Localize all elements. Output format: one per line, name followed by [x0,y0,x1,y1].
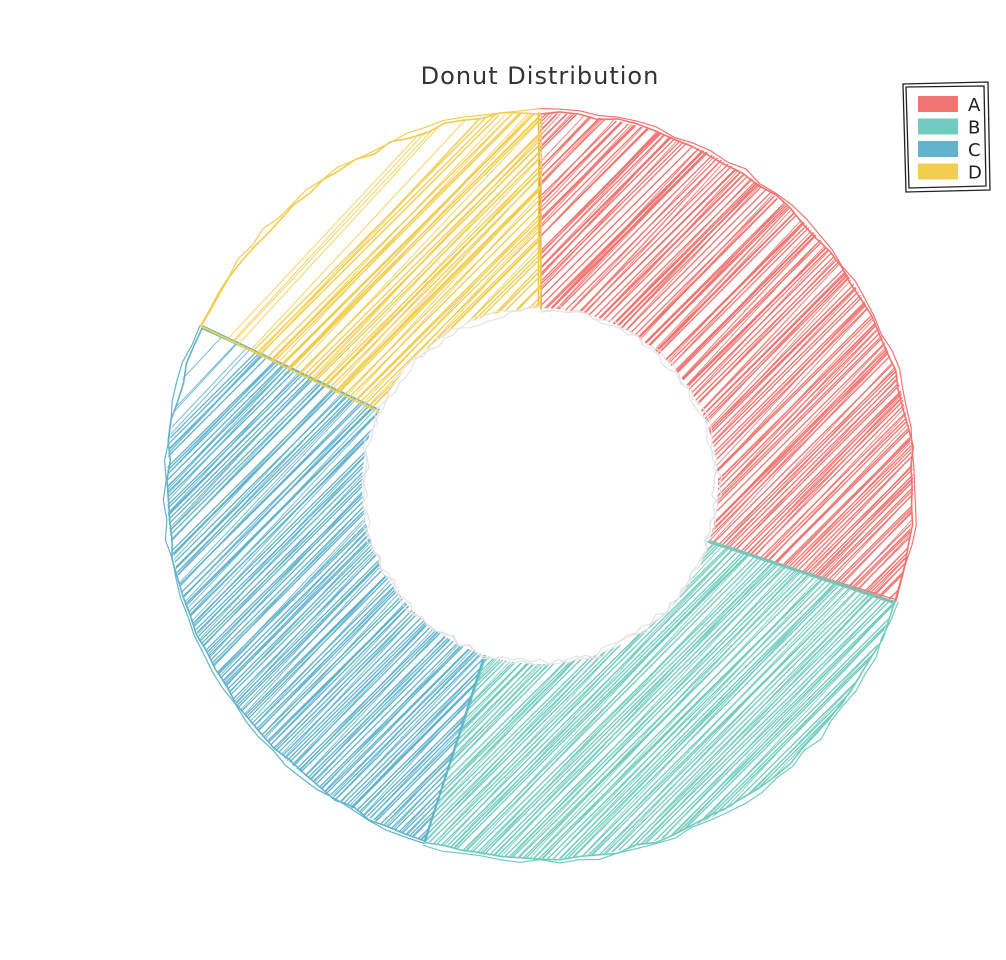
donut-hole-outline [361,304,723,668]
slice-outline [199,108,541,413]
legend-item-d: D [918,163,982,184]
donut-hole-outline [361,305,719,665]
legend-frame [902,81,991,193]
chart-title: Donut Distribution [421,62,660,90]
legend-swatch [918,141,958,157]
legend-label: D [968,163,982,184]
legend-label: B [968,118,980,139]
legend-item-b: B [918,118,980,139]
legend-swatch [918,118,958,135]
legend-label: A [968,95,981,116]
legend-item-a: A [918,95,981,116]
legend-item-c: C [918,140,981,161]
legend-swatch [918,96,958,112]
donut-hole-fill [364,310,716,662]
donut-hole [361,304,723,668]
legend-swatch [918,163,958,180]
legend-label: C [968,140,981,161]
